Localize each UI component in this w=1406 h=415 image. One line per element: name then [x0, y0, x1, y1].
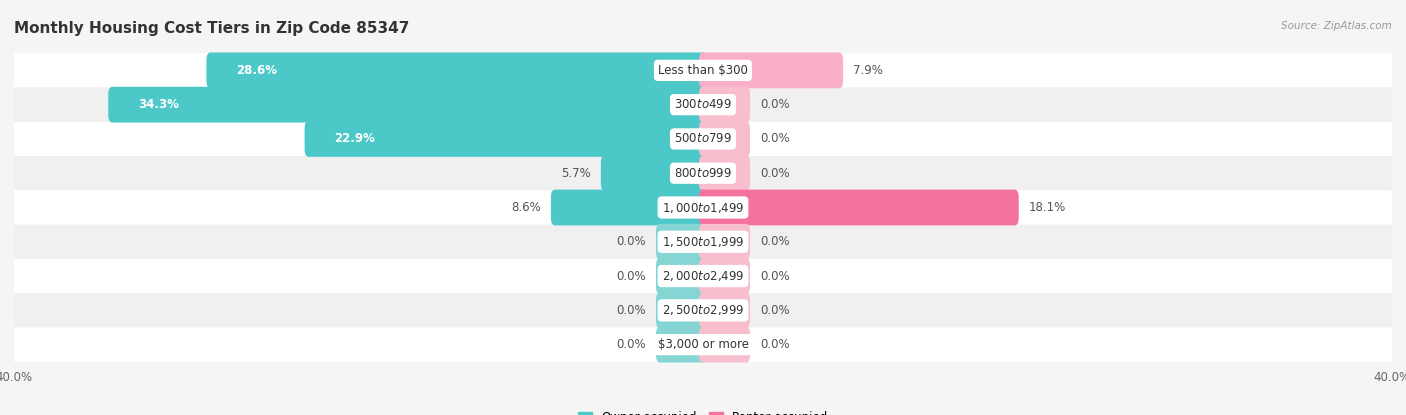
- FancyBboxPatch shape: [699, 52, 844, 88]
- Text: $500 to $799: $500 to $799: [673, 132, 733, 145]
- Text: 5.7%: 5.7%: [561, 167, 591, 180]
- Text: 0.0%: 0.0%: [759, 98, 789, 111]
- Text: 0.0%: 0.0%: [759, 304, 789, 317]
- Text: 34.3%: 34.3%: [138, 98, 179, 111]
- Text: 7.9%: 7.9%: [853, 64, 883, 77]
- FancyBboxPatch shape: [699, 121, 749, 157]
- FancyBboxPatch shape: [14, 53, 1392, 88]
- Text: $800 to $999: $800 to $999: [673, 167, 733, 180]
- FancyBboxPatch shape: [699, 293, 749, 328]
- FancyBboxPatch shape: [551, 190, 707, 225]
- FancyBboxPatch shape: [699, 224, 749, 260]
- FancyBboxPatch shape: [600, 155, 707, 191]
- Text: 22.9%: 22.9%: [335, 132, 375, 145]
- FancyBboxPatch shape: [14, 156, 1392, 190]
- FancyBboxPatch shape: [14, 327, 1392, 362]
- FancyBboxPatch shape: [699, 87, 749, 122]
- FancyBboxPatch shape: [14, 122, 1392, 156]
- Text: 0.0%: 0.0%: [617, 304, 647, 317]
- Text: Less than $300: Less than $300: [658, 64, 748, 77]
- Text: 28.6%: 28.6%: [236, 64, 277, 77]
- FancyBboxPatch shape: [699, 190, 1019, 225]
- Text: 0.0%: 0.0%: [759, 270, 789, 283]
- Text: Monthly Housing Cost Tiers in Zip Code 85347: Monthly Housing Cost Tiers in Zip Code 8…: [14, 21, 409, 36]
- Text: $2,000 to $2,499: $2,000 to $2,499: [662, 269, 744, 283]
- Text: 0.0%: 0.0%: [617, 270, 647, 283]
- FancyBboxPatch shape: [14, 259, 1392, 293]
- FancyBboxPatch shape: [657, 224, 707, 260]
- Text: $2,500 to $2,999: $2,500 to $2,999: [662, 303, 744, 317]
- Text: 0.0%: 0.0%: [617, 235, 647, 248]
- Text: $1,500 to $1,999: $1,500 to $1,999: [662, 235, 744, 249]
- FancyBboxPatch shape: [699, 258, 749, 294]
- Text: 0.0%: 0.0%: [759, 167, 789, 180]
- FancyBboxPatch shape: [305, 121, 707, 157]
- Text: $3,000 or more: $3,000 or more: [658, 338, 748, 351]
- Text: $300 to $499: $300 to $499: [673, 98, 733, 111]
- FancyBboxPatch shape: [657, 327, 707, 363]
- FancyBboxPatch shape: [207, 52, 707, 88]
- FancyBboxPatch shape: [657, 293, 707, 328]
- Text: 0.0%: 0.0%: [617, 338, 647, 351]
- Text: 0.0%: 0.0%: [759, 235, 789, 248]
- FancyBboxPatch shape: [14, 225, 1392, 259]
- FancyBboxPatch shape: [657, 258, 707, 294]
- Legend: Owner-occupied, Renter-occupied: Owner-occupied, Renter-occupied: [572, 406, 834, 415]
- Text: Source: ZipAtlas.com: Source: ZipAtlas.com: [1281, 21, 1392, 31]
- Text: $1,000 to $1,499: $1,000 to $1,499: [662, 200, 744, 215]
- FancyBboxPatch shape: [108, 87, 707, 122]
- Text: 18.1%: 18.1%: [1029, 201, 1066, 214]
- Text: 8.6%: 8.6%: [512, 201, 541, 214]
- Text: 0.0%: 0.0%: [759, 338, 789, 351]
- FancyBboxPatch shape: [14, 190, 1392, 225]
- FancyBboxPatch shape: [14, 293, 1392, 327]
- FancyBboxPatch shape: [699, 155, 749, 191]
- FancyBboxPatch shape: [699, 327, 749, 363]
- FancyBboxPatch shape: [14, 88, 1392, 122]
- Text: 0.0%: 0.0%: [759, 132, 789, 145]
